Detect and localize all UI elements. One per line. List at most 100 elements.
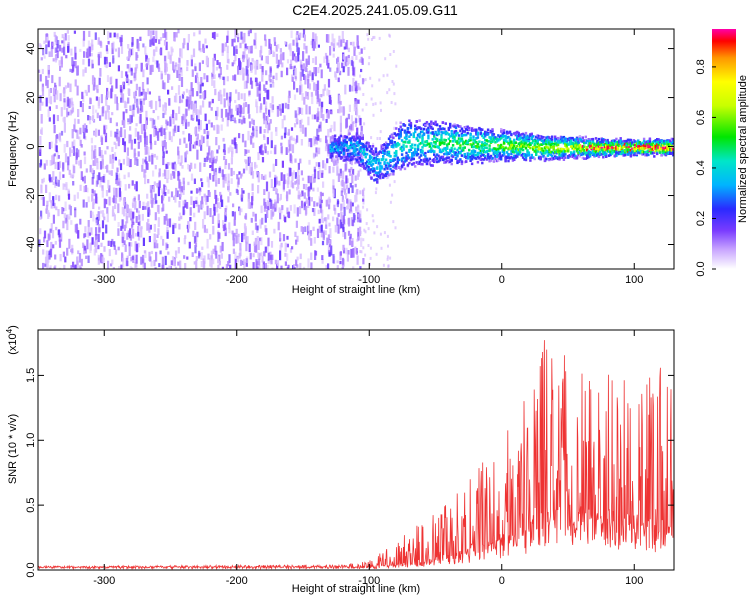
noise-pixel <box>127 88 130 95</box>
noise-pixel <box>226 52 229 59</box>
noise-pixel <box>183 238 186 245</box>
noise-pixel <box>87 47 90 56</box>
noise-pixel <box>203 162 206 167</box>
noise-pixel <box>324 230 327 235</box>
signal-pixel <box>556 150 560 154</box>
noise-pixel <box>134 241 137 252</box>
signal-pixel <box>390 169 394 173</box>
signal-pixel <box>465 128 468 131</box>
noise-pixel <box>325 139 329 149</box>
signal-pixel <box>634 144 637 147</box>
noise-pixel <box>142 237 145 246</box>
noise-pixel <box>347 47 350 53</box>
noise-pixel <box>343 61 346 66</box>
noise-pixel <box>385 176 388 180</box>
noise-pixel <box>347 250 350 255</box>
noise-pixel <box>45 159 48 166</box>
noise-pixel <box>92 150 96 159</box>
signal-pixel <box>383 149 386 152</box>
signal-pixel <box>382 151 385 154</box>
noise-pixel <box>136 158 139 166</box>
noise-pixel <box>87 255 90 263</box>
noise-pixel <box>200 261 203 267</box>
noise-pixel <box>301 107 304 115</box>
noise-pixel <box>264 88 267 93</box>
noise-pixel <box>97 37 100 45</box>
noise-pixel <box>91 237 94 245</box>
noise-pixel <box>123 174 126 180</box>
signal-pixel <box>648 148 652 151</box>
noise-pixel <box>164 29 167 38</box>
noise-pixel <box>199 84 202 94</box>
noise-pixel <box>159 250 162 255</box>
noise-pixel <box>48 51 51 57</box>
noise-pixel <box>334 224 337 233</box>
signal-pixel <box>561 152 564 155</box>
noise-pixel <box>243 48 246 58</box>
noise-pixel <box>103 246 106 252</box>
signal-pixel <box>628 141 631 144</box>
noise-pixel <box>299 158 302 164</box>
noise-pixel <box>80 258 83 267</box>
signal-pixel <box>459 146 462 150</box>
signal-pixel <box>479 128 482 131</box>
signal-pixel <box>358 163 361 167</box>
noise-pixel <box>184 115 187 123</box>
signal-pixel <box>587 141 590 145</box>
noise-pixel <box>340 190 343 196</box>
signal-pixel <box>575 143 579 147</box>
noise-pixel <box>59 93 62 102</box>
noise-pixel <box>239 111 242 118</box>
noise-pixel <box>83 268 86 269</box>
noise-pixel <box>108 170 111 174</box>
noise-pixel <box>150 100 153 109</box>
noise-pixel <box>314 33 317 42</box>
signal-pixel <box>433 160 436 163</box>
signal-pixel <box>602 155 605 159</box>
noise-pixel <box>148 227 151 233</box>
noise-pixel <box>230 157 233 165</box>
signal-pixel <box>548 158 551 162</box>
noise-pixel <box>166 226 169 233</box>
noise-pixel <box>341 62 344 69</box>
signal-pixel <box>377 159 380 162</box>
signal-pixel <box>475 146 478 150</box>
signal-pixel <box>606 149 609 153</box>
noise-pixel <box>222 224 226 232</box>
signal-pixel <box>460 134 464 137</box>
noise-pixel <box>165 66 168 72</box>
noise-pixel <box>173 32 176 41</box>
signal-pixel <box>451 124 455 128</box>
noise-pixel <box>159 48 162 55</box>
noise-pixel <box>82 69 85 77</box>
signal-pixel <box>516 151 519 154</box>
signal-pixel <box>456 153 459 156</box>
signal-pixel <box>457 125 461 128</box>
noise-pixel <box>219 245 222 253</box>
noise-pixel <box>151 118 154 129</box>
signal-pixel <box>549 157 552 161</box>
signal-pixel <box>387 143 391 146</box>
signal-pixel <box>333 142 337 145</box>
signal-pixel <box>610 148 614 152</box>
noise-pixel <box>342 215 345 224</box>
signal-pixel <box>507 156 510 159</box>
signal-pixel <box>427 129 430 132</box>
noise-pixel <box>118 266 121 269</box>
signal-pixel <box>468 155 471 159</box>
signal-pixel <box>332 148 335 152</box>
noise-pixel <box>155 30 158 41</box>
noise-pixel <box>46 261 49 269</box>
noise-pixel <box>330 111 333 115</box>
signal-pixel <box>466 131 469 135</box>
signal-pixel <box>392 136 395 140</box>
noise-pixel <box>277 44 280 49</box>
noise-pixel <box>164 55 167 62</box>
noise-pixel <box>83 132 86 139</box>
noise-pixel <box>328 252 331 257</box>
noise-pixel <box>216 60 219 65</box>
signal-pixel <box>392 165 395 169</box>
signal-pixel <box>556 147 560 151</box>
signal-pixel <box>393 151 396 155</box>
noise-pixel <box>42 177 45 183</box>
